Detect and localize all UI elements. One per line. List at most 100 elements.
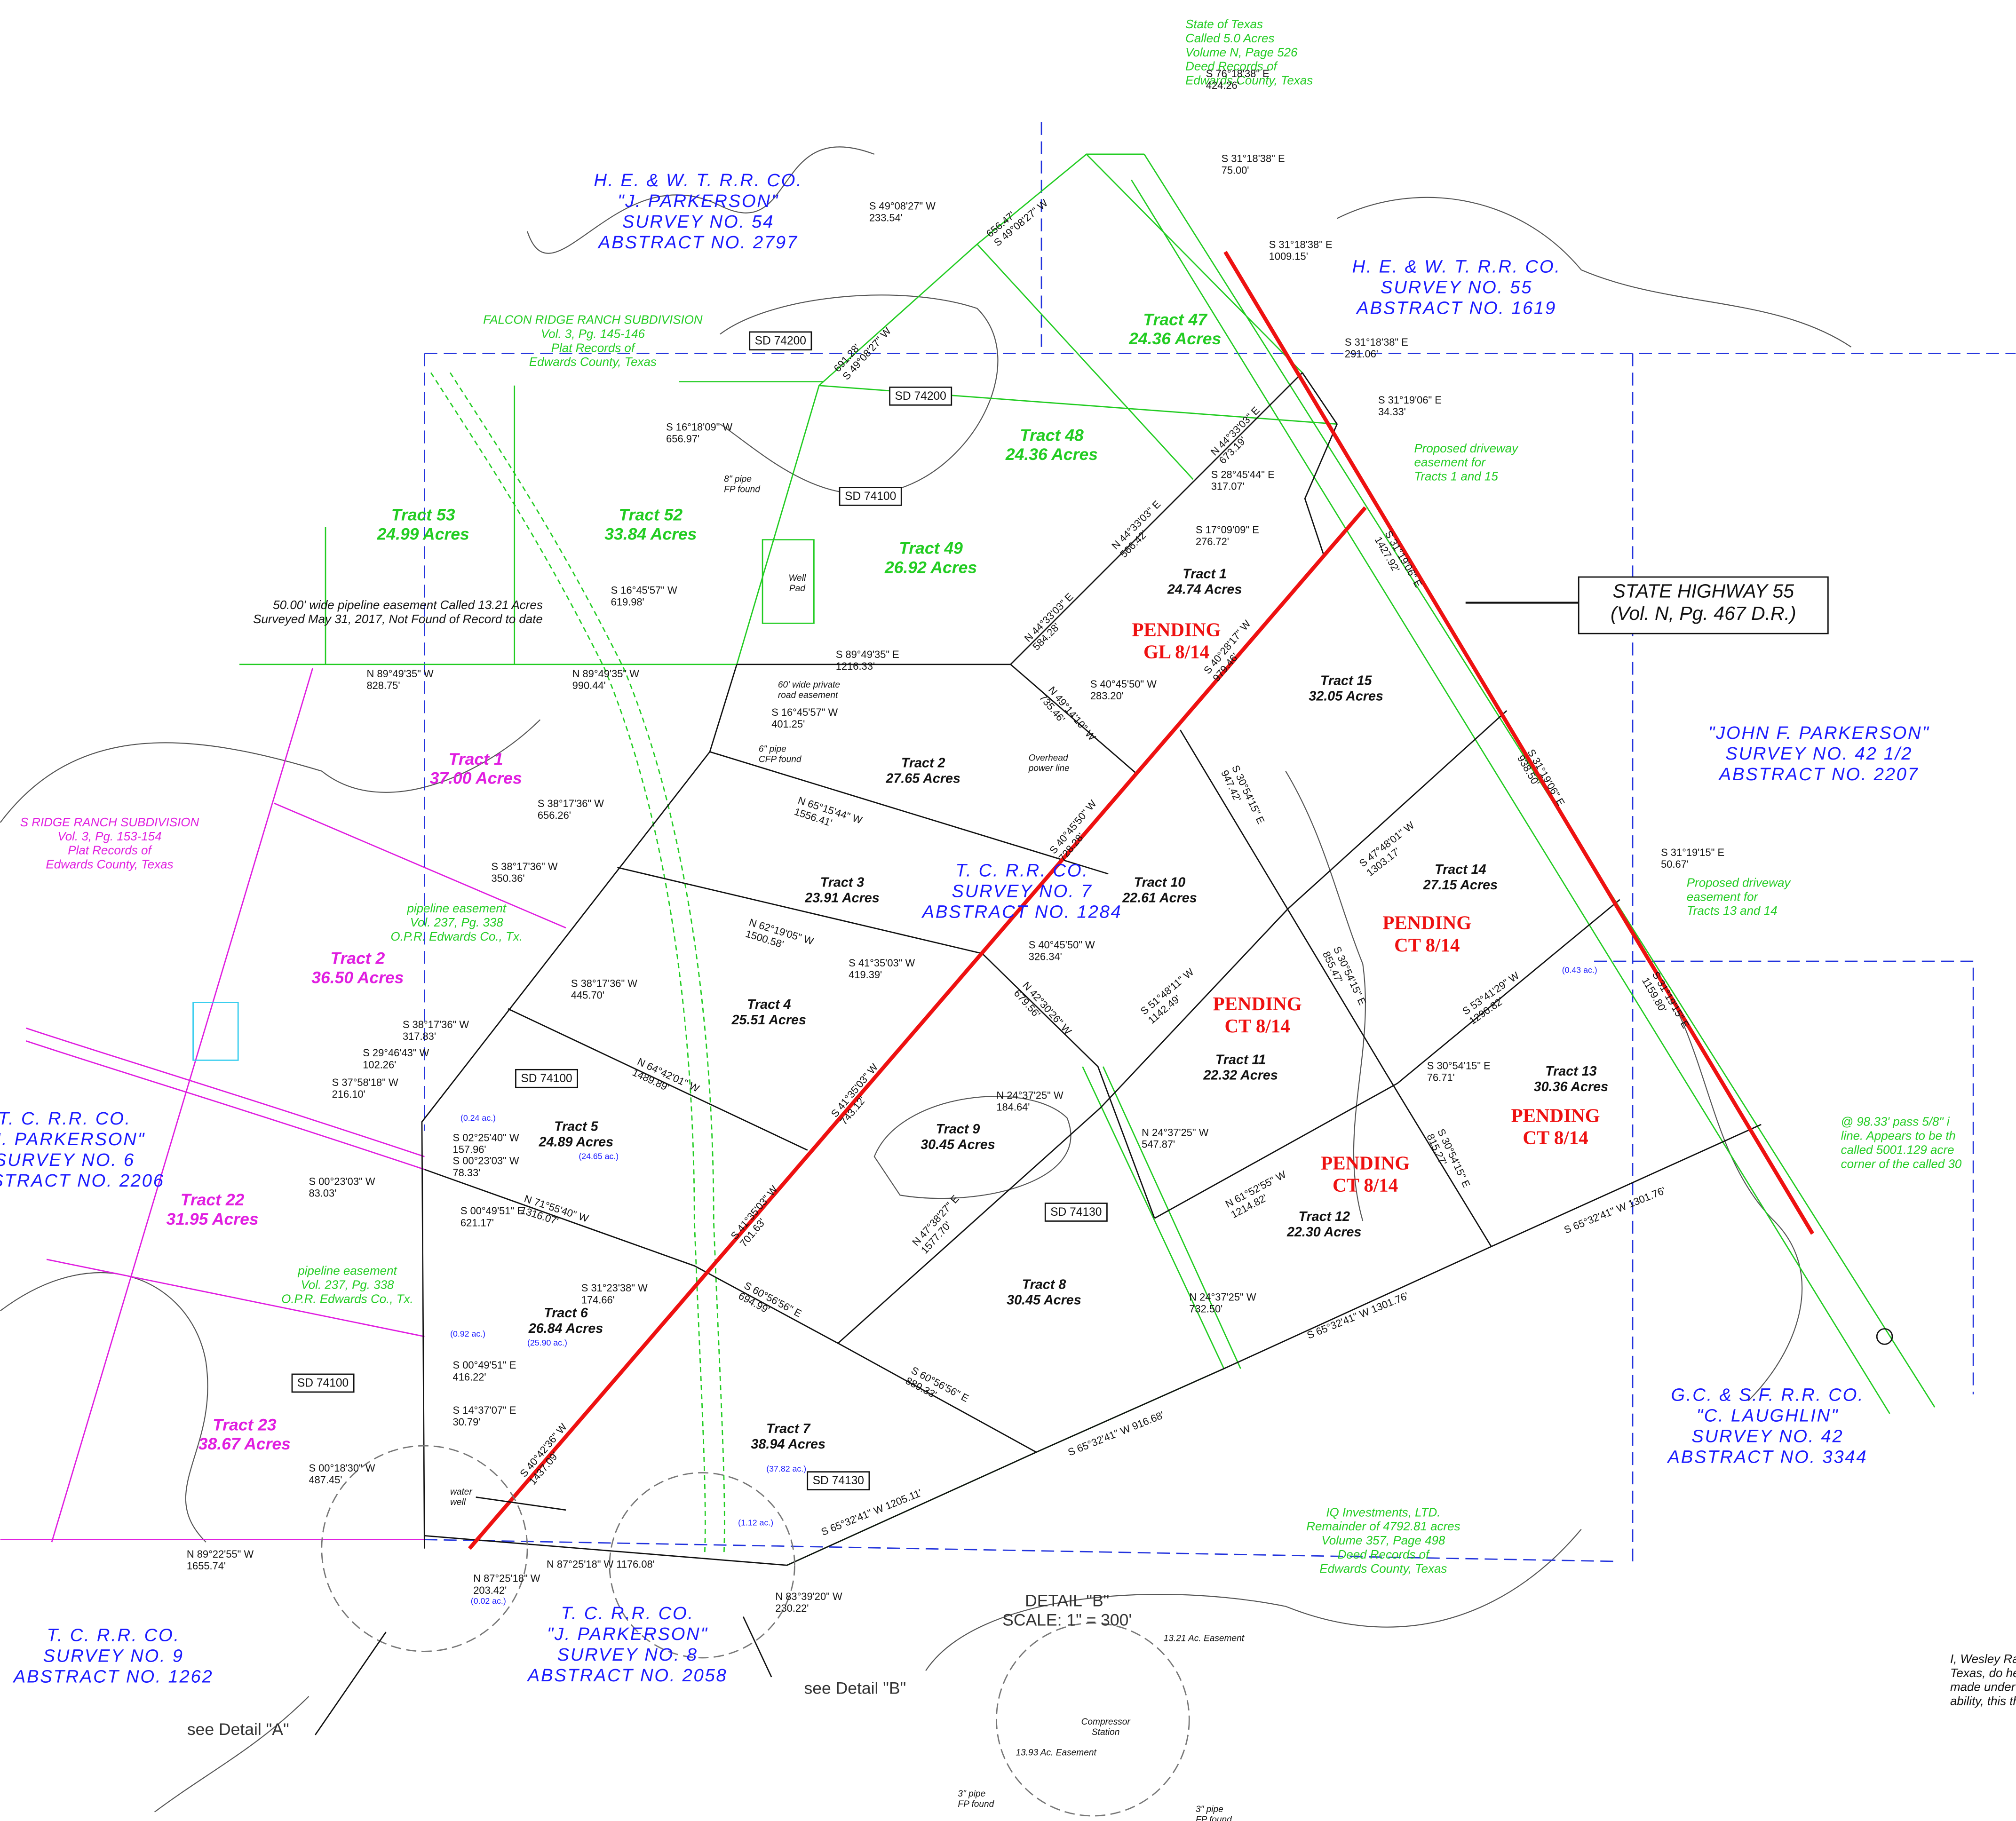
text-line: 22.30 Acres — [1286, 1225, 1361, 1240]
text-line: 174.66' — [581, 1294, 615, 1306]
text-line: SURVEY NO. 9 — [43, 1646, 184, 1666]
text-line: Edwards County, Texas — [46, 858, 173, 871]
text-line: Compressor — [1081, 1717, 1131, 1727]
calls-label: N 24°37'25" W184.64' — [996, 1089, 1064, 1113]
page: H. E. & W. T. R.R. CO."J. PARKERSON"SURV… — [0, 0, 2016, 1821]
text-line: Edwards County, Texas — [1319, 1562, 1447, 1576]
text-line: ABSTRACT NO. 2206 — [0, 1171, 165, 1191]
text-line: SD 74100 — [521, 1072, 572, 1085]
text-line: S 89°49'35" E — [836, 649, 899, 660]
text-line: 230.22' — [775, 1602, 809, 1614]
text-line: O.P.R. Edwards Co., Tx. — [281, 1292, 413, 1306]
green-tracts-label: Tract 4724.36 Acres — [1128, 310, 1221, 348]
text-line: DETAIL "B" — [1025, 1591, 1109, 1610]
text-line: called 5001.129 acre — [1841, 1143, 1954, 1156]
text-line: S 65°32'41" W 1205.11' — [819, 1487, 923, 1538]
text-line: 283.20' — [1090, 690, 1124, 702]
text-line: S 38°17'36" W — [403, 1019, 469, 1030]
text-line: 13.93 Ac. Easement — [1016, 1748, 1096, 1758]
tracts-label: Tract 124.74 Acres — [1167, 567, 1242, 597]
text-line: 38.94 Acres — [751, 1437, 825, 1452]
text-line: 24.36 Acres — [1005, 445, 1098, 464]
text-line: Tracts 13 and 14 — [1687, 904, 1778, 918]
text-line: see Detail "B" — [804, 1678, 906, 1697]
calls-label: S 00°23'03" W83.03' — [309, 1175, 375, 1199]
text-line: ability, this the — [1950, 1694, 2016, 1708]
text-line: S 16°45'57" W — [611, 584, 677, 596]
tracts-label: Tract 1427.15 Acres — [1423, 862, 1498, 893]
text-line: PENDING — [1382, 912, 1471, 934]
text-line: power line — [1028, 764, 1070, 774]
text-line: SD 74200 — [755, 334, 806, 347]
text-line: Tract 23 — [213, 1415, 277, 1434]
tracts-label: Tract 1022.61 Acres — [1122, 875, 1197, 905]
text-line: (25.90 ac.) — [527, 1338, 567, 1347]
text-line: pipeline easement — [406, 902, 507, 915]
text-line: (Vol. N, Pg. 467 D.R.) — [1611, 602, 1796, 624]
text-line: 445.70' — [571, 990, 604, 1001]
text-line: made under my — [1950, 1681, 2016, 1694]
text-line: ABSTRACT NO. 1262 — [13, 1666, 214, 1686]
text-line: (0.92 ac.) — [450, 1329, 485, 1338]
text-line: Called 5.0 Acres — [1185, 32, 1274, 45]
text-line: Vol. 237, Pg. 338 — [410, 916, 504, 929]
acreage-label: (25.90 ac.) — [527, 1338, 567, 1347]
tracts-label: Tract 1532.05 Acres — [1309, 673, 1383, 704]
text-line: Tract 1 — [449, 750, 503, 768]
details-label: see Detail "A" — [187, 1720, 289, 1739]
misc-label: 3" pipeFP found — [1196, 1805, 1232, 1821]
calls-label: S 31°23'38" W174.66' — [581, 1282, 648, 1306]
calls-label: S 65°32'41" W 1301.76' — [1305, 1290, 1410, 1341]
notes-label: IQ Investments, LTD.Remainder of 4792.81… — [1306, 1506, 1460, 1575]
text-line: Tract 2 — [330, 949, 385, 967]
misc-label: 8" pipeFP found — [724, 475, 761, 495]
text-line: Vol. 3, Pg. 145-146 — [541, 327, 645, 340]
text-line: 424.26' — [1206, 79, 1239, 91]
text-line: SURVEY NO. 42 1/2 — [1725, 744, 1913, 764]
text-line: corner of the called 30 — [1841, 1157, 1962, 1171]
text-line: 216.10' — [332, 1088, 365, 1100]
text-line: 76.71' — [1427, 1072, 1455, 1084]
text-line: S 38°17'36" W — [571, 978, 637, 990]
calls-label: N 71°55'40" W1316.07' — [519, 1193, 590, 1236]
text-line: 50.00' wide pipeline easement Called 13.… — [273, 599, 543, 612]
text-line: CT 8/14 — [1523, 1127, 1588, 1148]
text-line: Tract 13 — [1545, 1064, 1597, 1079]
calls-label: N 83°39'20" W230.22' — [775, 1591, 842, 1614]
acreage-label: (0.02 ac.) — [471, 1596, 506, 1606]
details-label: DETAIL "B"SCALE: 1" = 300' — [1002, 1591, 1132, 1630]
text-line: 37.00 Acres — [430, 769, 522, 788]
text-line: T. C. R.R. CO. — [0, 1108, 131, 1129]
text-line: I, Wesley Ray Q — [1950, 1653, 2016, 1666]
calls-label: S 38°17'36" W656.26' — [538, 798, 604, 821]
misc-label: waterwell — [450, 1487, 472, 1507]
text-line: 24.89 Acres — [539, 1135, 613, 1150]
text-line: SURVEY NO. 54 — [622, 212, 774, 232]
text-line: N 89°22'55" W — [187, 1548, 254, 1560]
text-line: 13.21 Ac. Easement — [1164, 1633, 1245, 1643]
text-line: Remainder of 4792.81 acres — [1306, 1520, 1460, 1533]
calls-label: S 31°19'06" E938.50' — [1515, 747, 1567, 814]
calls-label: S 28°45'44" E317.07' — [1211, 469, 1275, 492]
calls-label: S 53°41'29" W1290.82' — [1460, 969, 1528, 1027]
tracts-label: Tract 1330.36 Acres — [1534, 1064, 1608, 1094]
text-line: 1655.74' — [187, 1560, 226, 1572]
acreage-label: (1.12 ac.) — [738, 1518, 773, 1528]
text-line: Tract 14 — [1435, 862, 1486, 877]
text-line: 83.03' — [309, 1188, 337, 1199]
text-line: ABSTRACT NO. 1619 — [1356, 298, 1556, 318]
text-line: 23.91 Acres — [804, 890, 879, 905]
calls-label: 656.47'S 49°08'27" W — [984, 188, 1050, 248]
text-line: 401.25' — [771, 718, 805, 730]
text-line: Vol. 237, Pg. 338 — [301, 1279, 394, 1292]
sd-labels-label: SD 74100 — [297, 1377, 349, 1389]
text-line: 233.54' — [869, 212, 903, 224]
text-line: Proposed driveway — [1414, 442, 1519, 455]
text-line: S 31°19'15" E — [1661, 847, 1724, 858]
text-line: 36.50 Acres — [311, 968, 404, 987]
